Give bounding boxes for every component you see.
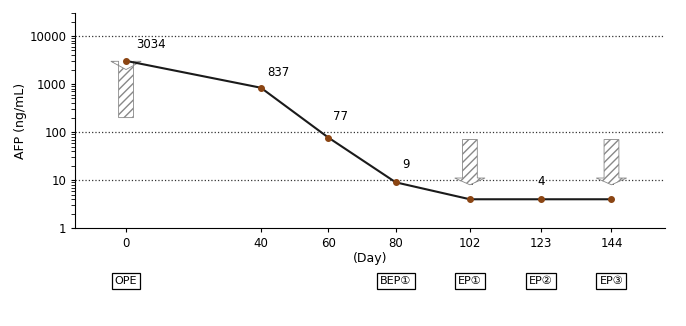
- Y-axis label: AFP (ng/mL): AFP (ng/mL): [14, 82, 27, 159]
- Text: EP②: EP②: [529, 276, 552, 286]
- Text: EP③: EP③: [600, 276, 624, 286]
- Text: BEP①: BEP①: [380, 276, 412, 286]
- Text: EP①: EP①: [458, 276, 482, 286]
- X-axis label: (Day): (Day): [353, 252, 388, 265]
- Text: OPE: OPE: [115, 276, 137, 286]
- Text: 9: 9: [403, 158, 410, 171]
- Text: 837: 837: [268, 66, 290, 79]
- Text: 3034: 3034: [136, 38, 166, 51]
- Text: 4: 4: [466, 175, 473, 188]
- Text: 77: 77: [333, 110, 348, 123]
- Text: 4: 4: [537, 175, 545, 188]
- Polygon shape: [596, 140, 626, 185]
- Polygon shape: [455, 140, 485, 185]
- Polygon shape: [111, 61, 141, 118]
- Text: 4: 4: [608, 175, 615, 188]
